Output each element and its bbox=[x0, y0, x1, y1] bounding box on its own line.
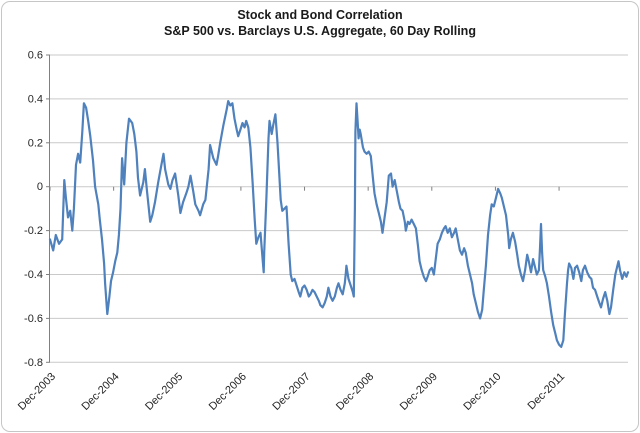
x-tick-label: Dec-2007 bbox=[270, 371, 312, 413]
y-tick-label: -0.4 bbox=[24, 269, 43, 281]
x-tick-label: Dec-2008 bbox=[334, 371, 376, 413]
x-tick-label: Dec-2004 bbox=[80, 371, 122, 413]
chart-subtitle: S&P 500 vs. Barclays U.S. Aggregate, 60 … bbox=[164, 24, 476, 38]
x-tick-label: Dec-2006 bbox=[207, 371, 249, 413]
y-tick-label: -0.8 bbox=[24, 357, 43, 369]
y-tick-label: 0.4 bbox=[28, 93, 43, 105]
chart-title-block: Stock and Bond Correlation S&P 500 vs. B… bbox=[0, 7, 640, 39]
x-tick-label: Dec-2003 bbox=[16, 371, 58, 413]
y-tick-label: 0.6 bbox=[28, 50, 43, 62]
x-tick-label: Dec-2011 bbox=[526, 371, 568, 413]
x-tick-label: Dec-2010 bbox=[461, 371, 503, 413]
y-tick-label: 0.2 bbox=[28, 137, 43, 149]
y-tick-label: 0 bbox=[37, 181, 43, 193]
series-line bbox=[48, 99, 630, 348]
x-tick-label: Dec-2009 bbox=[398, 371, 440, 413]
x-tick-label: Dec-2005 bbox=[143, 371, 185, 413]
y-tick-label: -0.6 bbox=[24, 313, 43, 325]
chart-title: Stock and Bond Correlation bbox=[237, 8, 403, 22]
y-tick-label: -0.2 bbox=[24, 225, 43, 237]
